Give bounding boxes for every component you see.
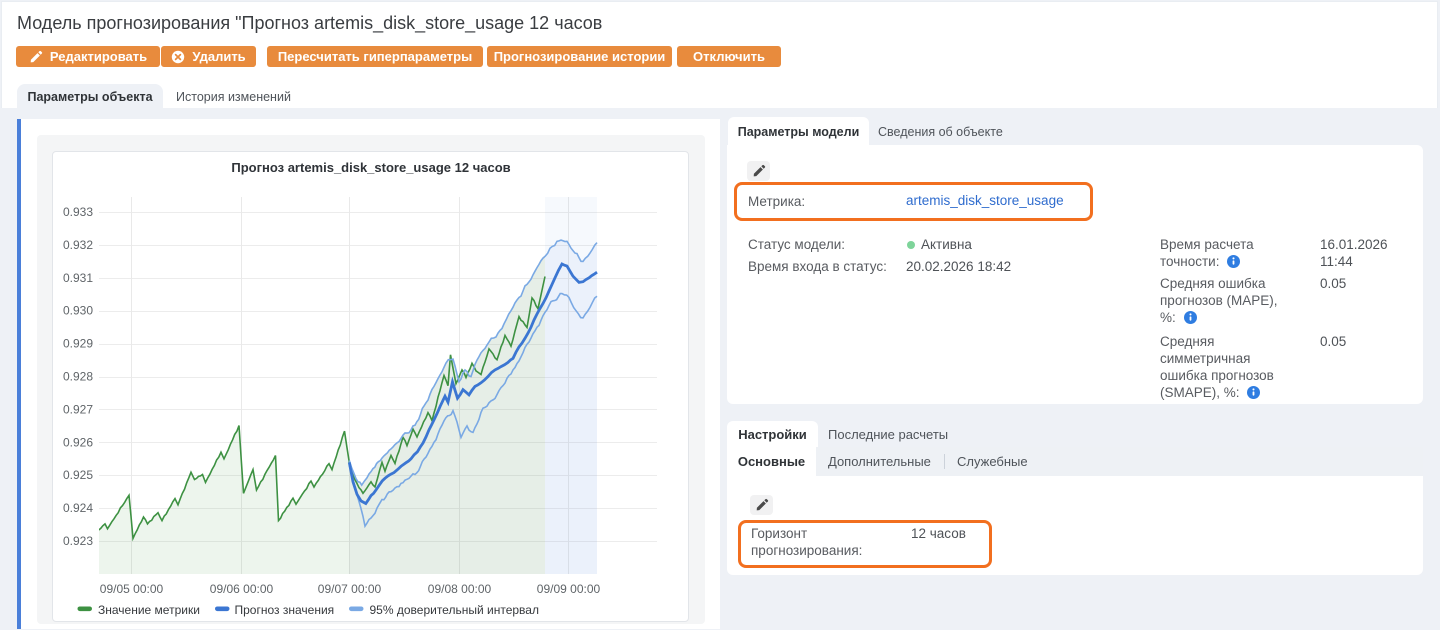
svg-text:0.928: 0.928 [63, 370, 93, 384]
svg-text:0.932: 0.932 [63, 238, 93, 252]
svg-text:09/06 00:00: 09/06 00:00 [210, 582, 274, 596]
svg-text:0.927: 0.927 [63, 402, 93, 416]
svg-text:0.930: 0.930 [63, 304, 93, 318]
svg-text:0.933: 0.933 [63, 205, 93, 219]
svg-text:0.926: 0.926 [63, 435, 93, 449]
svg-text:95% доверительный интервал: 95% доверительный интервал [370, 603, 539, 617]
svg-text:0.931: 0.931 [63, 271, 93, 285]
svg-text:0.929: 0.929 [63, 337, 93, 351]
svg-text:0.923: 0.923 [63, 534, 93, 548]
svg-text:0.925: 0.925 [63, 468, 93, 482]
svg-text:Прогноз значения: Прогноз значения [235, 603, 335, 617]
svg-text:09/09 00:00: 09/09 00:00 [537, 582, 601, 596]
svg-text:0.924: 0.924 [63, 501, 93, 515]
svg-text:Прогноз artemis_disk_store_usa: Прогноз artemis_disk_store_usage 12 часо… [231, 160, 510, 175]
svg-text:09/07 00:00: 09/07 00:00 [318, 582, 382, 596]
svg-text:Значение метрики: Значение метрики [98, 603, 200, 617]
svg-text:09/05 00:00: 09/05 00:00 [100, 582, 164, 596]
svg-text:09/08 00:00: 09/08 00:00 [428, 582, 492, 596]
